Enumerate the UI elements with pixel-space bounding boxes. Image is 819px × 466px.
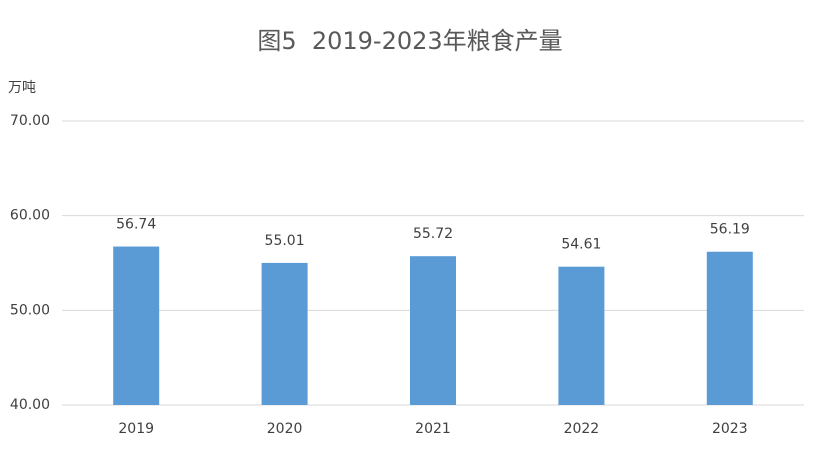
y-tick-label: 50.00 bbox=[10, 302, 50, 318]
bar bbox=[261, 262, 308, 405]
y-tick-label: 60.00 bbox=[10, 208, 50, 224]
data-label: 55.72 bbox=[413, 226, 453, 242]
bar bbox=[706, 251, 753, 405]
x-tick-label: 2021 bbox=[415, 421, 451, 437]
x-tick-label: 2023 bbox=[712, 421, 748, 437]
data-label: 56.19 bbox=[710, 222, 750, 238]
data-label: 56.74 bbox=[116, 217, 156, 233]
chart-title: 图5 2019-2023年粮食产量 bbox=[257, 27, 562, 55]
x-tick-label: 2019 bbox=[118, 421, 154, 437]
y-tick-label: 70.00 bbox=[10, 113, 50, 129]
data-label: 54.61 bbox=[561, 237, 601, 253]
x-tick-label: 2022 bbox=[564, 421, 600, 437]
bar bbox=[113, 246, 160, 405]
data-label: 55.01 bbox=[265, 233, 305, 249]
x-tick-label: 2020 bbox=[267, 421, 303, 437]
bar bbox=[410, 256, 456, 405]
bar bbox=[558, 266, 605, 405]
y-axis-unit: 万吨 bbox=[8, 80, 36, 96]
y-tick-label: 40.00 bbox=[10, 397, 50, 413]
